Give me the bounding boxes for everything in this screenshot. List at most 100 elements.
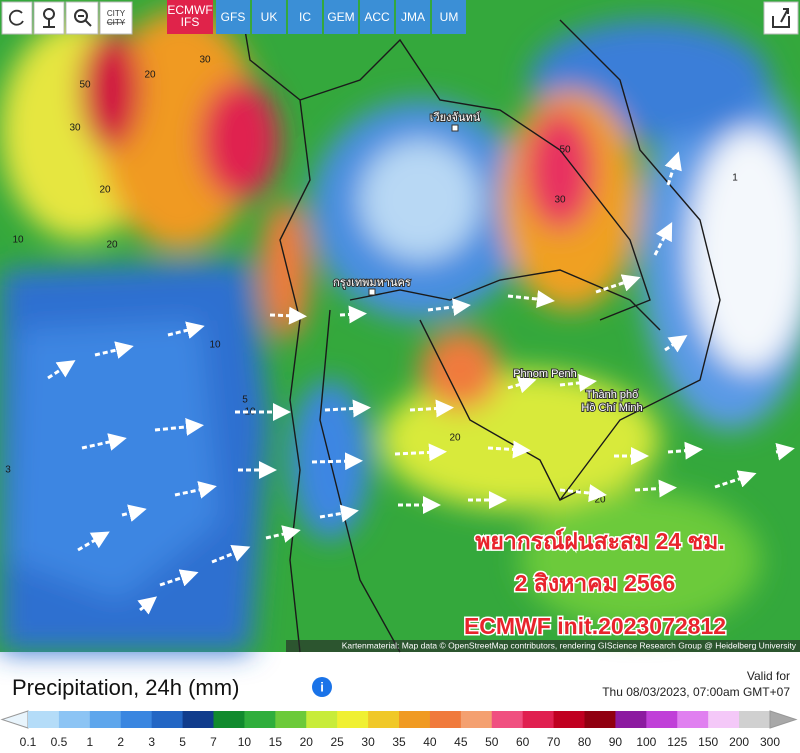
overlay-line: ECMWF init.2023072812 bbox=[464, 613, 726, 639]
scale-cell bbox=[708, 711, 740, 728]
zoom-button[interactable] bbox=[65, 1, 99, 35]
scale-level: 80 bbox=[578, 735, 592, 749]
city-label: CITY bbox=[107, 18, 126, 27]
model-label: GEM bbox=[327, 10, 354, 24]
city-marker bbox=[451, 124, 459, 132]
scale-cell bbox=[151, 711, 184, 728]
wind-arrow bbox=[324, 399, 371, 418]
scale-level: 40 bbox=[423, 735, 437, 749]
contour-label: 10 bbox=[12, 235, 24, 246]
scale-cell bbox=[306, 711, 338, 728]
city-button[interactable] bbox=[99, 1, 133, 35]
reload-icon bbox=[8, 9, 24, 26]
model-label: ACC bbox=[364, 10, 390, 24]
scale-level: 20 bbox=[300, 735, 314, 749]
model-button[interactable] bbox=[288, 0, 322, 34]
scale-level: 125 bbox=[667, 735, 687, 749]
model-label: IC bbox=[299, 10, 311, 24]
model-label: IFS bbox=[181, 15, 200, 29]
contour-label: 1 bbox=[732, 173, 738, 184]
place-label: Phnom Penh bbox=[513, 368, 577, 380]
info-button[interactable] bbox=[312, 677, 332, 697]
legend-title: Precipitation, 24h (mm) bbox=[12, 675, 239, 700]
wind-arrow bbox=[269, 306, 307, 325]
contour-label: 30 bbox=[199, 55, 211, 66]
city-marker bbox=[368, 288, 376, 296]
borders bbox=[239, 0, 721, 653]
scale-level: 150 bbox=[698, 735, 718, 749]
model-label: ECMWF bbox=[167, 3, 212, 17]
model-label: UM bbox=[440, 10, 459, 24]
scale-cell bbox=[399, 711, 431, 728]
wind-arrow bbox=[167, 321, 205, 339]
reload-button[interactable] bbox=[1, 1, 33, 35]
model-button-active[interactable] bbox=[167, 0, 213, 34]
wind-arrow bbox=[714, 470, 757, 489]
wind-arrow bbox=[394, 443, 447, 462]
wind-arrow bbox=[634, 479, 677, 498]
attribution-bg bbox=[286, 640, 800, 652]
scale-level: 60 bbox=[516, 735, 530, 749]
model-button[interactable] bbox=[216, 0, 250, 34]
zoom-icon bbox=[78, 15, 92, 27]
place-label: เวียงจันทน์ bbox=[430, 111, 481, 124]
model-label: UK bbox=[261, 10, 278, 24]
wind-arrow bbox=[174, 481, 217, 499]
model-button[interactable] bbox=[432, 0, 466, 34]
scale-level: 200 bbox=[729, 735, 749, 749]
scale-cell bbox=[337, 711, 369, 728]
scale-cell bbox=[646, 711, 678, 728]
scale-level: 45 bbox=[454, 735, 468, 749]
wind-arrow bbox=[154, 417, 204, 436]
model-button[interactable] bbox=[252, 0, 286, 34]
scale-cell bbox=[429, 711, 462, 728]
scale-level: 2 bbox=[117, 735, 124, 749]
wind-arrow bbox=[81, 433, 127, 451]
scale-level: 1 bbox=[86, 735, 93, 749]
scale-cell bbox=[58, 711, 91, 728]
scale-cell bbox=[275, 711, 307, 728]
scale-cell bbox=[28, 711, 60, 728]
wind-arrow bbox=[319, 504, 359, 523]
scale-cell bbox=[368, 711, 400, 728]
color-scale: 0.1 0.5 1 2 3 5 7 10 15 20 25 30 35 40 45 50 60 70 80 90 100… bbox=[0, 710, 798, 749]
attribution: Kartenmaterial: Map data © OpenStreetMap… bbox=[342, 640, 797, 650]
scale-level: 0.5 bbox=[51, 735, 68, 749]
zoom-icon bbox=[74, 9, 88, 23]
scale-level: 30 bbox=[361, 735, 375, 749]
model-button[interactable] bbox=[324, 0, 358, 34]
contour-label: 20 bbox=[449, 433, 461, 444]
wind-arrow bbox=[664, 151, 682, 186]
scale-cell bbox=[522, 711, 555, 728]
map[interactable]: 20 30 50 30 20 10 20 50 30 10 20 20 10 1 3 5 เวียงจันทน… bbox=[0, 0, 800, 653]
scale-level: 50 bbox=[485, 735, 499, 749]
model-button[interactable] bbox=[396, 0, 430, 34]
contour-label: 30 bbox=[554, 195, 566, 206]
wind-arrow bbox=[664, 335, 688, 353]
wind-arrow bbox=[595, 274, 641, 294]
model-button[interactable] bbox=[360, 0, 394, 34]
wind-arrow bbox=[409, 399, 454, 418]
contour-label: 20 bbox=[144, 70, 156, 81]
contour-label: 10 bbox=[209, 340, 221, 351]
legend-panel: Precipitation, 24h (mm) i Valid for Thu … bbox=[0, 669, 798, 749]
valid-label: Valid for bbox=[747, 669, 790, 683]
scale-low-arrow bbox=[0, 710, 29, 729]
wind-arrow bbox=[265, 525, 301, 543]
share-icon bbox=[772, 8, 790, 28]
contour-label: 50 bbox=[559, 145, 571, 156]
scale-cell bbox=[615, 711, 647, 728]
scale-cell bbox=[213, 711, 245, 728]
wind-arrow bbox=[121, 504, 147, 522]
wind-arrow bbox=[775, 442, 795, 461]
scale-level: 25 bbox=[330, 735, 344, 749]
wind-arrow bbox=[667, 441, 703, 460]
scale-cell bbox=[491, 711, 524, 728]
wind-arrow bbox=[137, 596, 158, 615]
wind-arrow bbox=[653, 222, 673, 256]
contour-label: 20 bbox=[99, 185, 111, 196]
share-button[interactable] bbox=[763, 1, 799, 35]
wind-arrow bbox=[507, 375, 537, 394]
scale-cell bbox=[584, 711, 616, 728]
